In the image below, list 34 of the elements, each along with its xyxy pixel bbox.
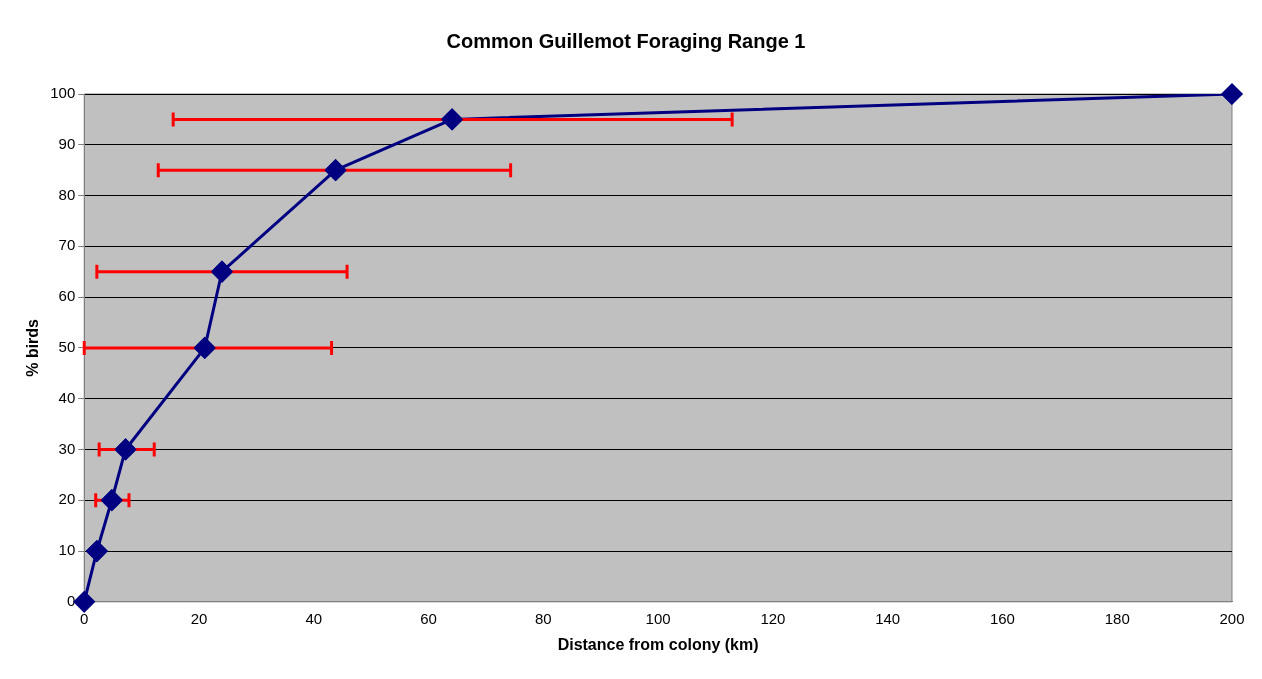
x-tick-label: 120 — [760, 609, 786, 627]
point — [115, 438, 137, 460]
y-tick-label: 40 — [58, 388, 76, 406]
y-tick-label: 0 — [66, 591, 76, 609]
point — [441, 108, 463, 130]
y-tick-label: 90 — [58, 134, 76, 152]
x-tick-label: 80 — [534, 609, 552, 627]
point — [194, 337, 216, 359]
x-tick-label: 180 — [1104, 609, 1130, 627]
y-tick-label: 30 — [58, 439, 76, 457]
point — [325, 159, 347, 181]
point — [73, 591, 95, 613]
x-tick-label: 100 — [645, 609, 671, 627]
point — [211, 261, 233, 283]
point — [1221, 83, 1243, 105]
y-tick-label: 20 — [58, 490, 76, 508]
x-tick-label: 60 — [420, 609, 437, 627]
point — [86, 540, 108, 562]
point — [101, 489, 123, 511]
x-tick-label: 0 — [80, 609, 89, 627]
y-tick-label: 60 — [58, 287, 76, 305]
y-axis-title: % birds — [24, 318, 42, 377]
x-tick-label: 140 — [875, 609, 901, 627]
y-tick-label: 80 — [58, 185, 76, 203]
chart-title: Common Guillemot Foraging Range 1 — [446, 29, 806, 52]
x-tick-label: 160 — [989, 609, 1015, 627]
x-tick-label: 20 — [190, 609, 208, 627]
x-tick-label: 40 — [305, 609, 323, 627]
x-axis-title: Distance from colony (km) — [557, 635, 759, 653]
y-tick-label: 70 — [58, 236, 76, 254]
y-tick-label: 10 — [58, 541, 76, 559]
y-tick-label: 50 — [58, 338, 76, 356]
y-tick-label: 100 — [50, 84, 76, 102]
x-tick-label: 200 — [1219, 609, 1245, 627]
